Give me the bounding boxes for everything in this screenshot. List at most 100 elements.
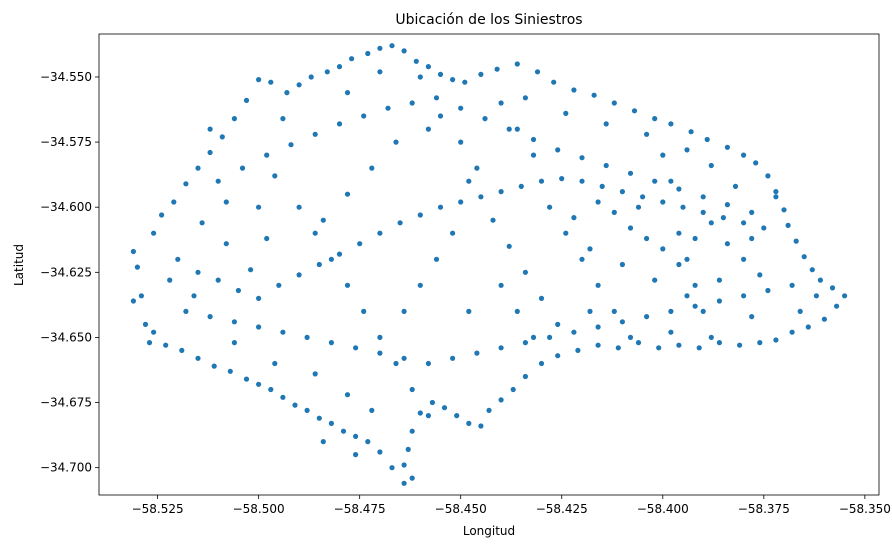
data-point [551,79,557,85]
data-point [591,92,597,98]
data-point [668,178,674,184]
data-point [530,152,537,158]
data-point [183,181,189,187]
data-point [498,345,504,351]
data-point [223,241,229,247]
data-point [361,113,367,119]
data-point [603,162,609,169]
data-point [797,308,803,314]
data-point [692,235,698,242]
data-point [146,340,153,346]
data-point [773,189,779,195]
data-point [644,131,650,137]
data-point [235,287,241,294]
data-point [737,342,743,348]
x-tick-label: −58.450 [435,502,487,516]
data-point [510,386,516,393]
data-point [635,204,642,210]
data-point [349,56,355,62]
data-point [571,87,577,93]
data-point [749,314,755,320]
x-tick-label: −58.475 [334,502,386,516]
data-point [518,183,524,189]
data-point [401,308,407,314]
data-point [324,69,330,75]
data-point [834,303,840,309]
data-point [433,256,440,262]
x-tick-label: −58.500 [233,502,285,516]
data-point [704,136,710,143]
data-point [644,235,650,242]
data-point [296,272,302,278]
data-point [635,340,642,346]
data-point [640,194,646,200]
data-point [555,147,561,153]
data-point [644,314,650,320]
data-point [522,340,529,346]
data-point [401,355,407,361]
data-point [195,165,201,171]
data-point [652,277,658,283]
data-point [142,321,149,327]
data-point [344,282,351,288]
data-point [773,194,779,200]
data-point [660,199,666,205]
data-point [328,340,334,346]
data-point [676,230,682,236]
data-point [757,340,763,346]
data-point [700,194,706,200]
data-point [272,173,278,179]
data-point [538,295,545,301]
data-point [579,178,585,184]
data-point [151,230,157,236]
data-point [328,420,334,426]
data-point [417,74,423,80]
data-point [264,235,270,242]
data-point [425,413,431,419]
data-point [195,355,201,361]
data-point [353,345,359,351]
data-point [353,452,359,458]
data-point [183,308,189,314]
data-point [377,350,383,356]
data-point [344,191,351,197]
data-point [530,136,537,143]
data-point [167,277,173,283]
data-point [619,319,626,325]
data-point [514,308,520,314]
data-point [159,212,165,218]
data-point [369,165,375,171]
data-point [316,415,322,421]
data-point [409,475,415,481]
data-point [377,230,383,236]
data-point [793,238,799,244]
x-tick-label: −58.375 [738,502,790,516]
data-point [660,246,666,252]
data-point [563,230,569,236]
data-point [312,371,318,377]
data-point [393,360,399,367]
data-point [377,449,383,455]
data-point [458,199,464,205]
data-point [215,277,221,283]
data-point [268,79,274,85]
data-point [215,178,221,184]
data-point [328,256,334,262]
data-point [276,282,282,288]
data-point [450,77,456,83]
data-point [716,298,723,304]
data-point [619,189,626,195]
data-point [575,347,581,353]
data-point [450,355,456,361]
data-point [696,345,702,351]
data-point [611,100,617,106]
data-point [304,407,310,413]
data-point [680,204,686,210]
data-point [191,293,197,299]
data-point [538,178,545,184]
data-point [377,334,383,340]
data-point [490,217,496,223]
data-point [587,308,593,314]
data-point [292,402,298,408]
data-point [151,329,157,335]
